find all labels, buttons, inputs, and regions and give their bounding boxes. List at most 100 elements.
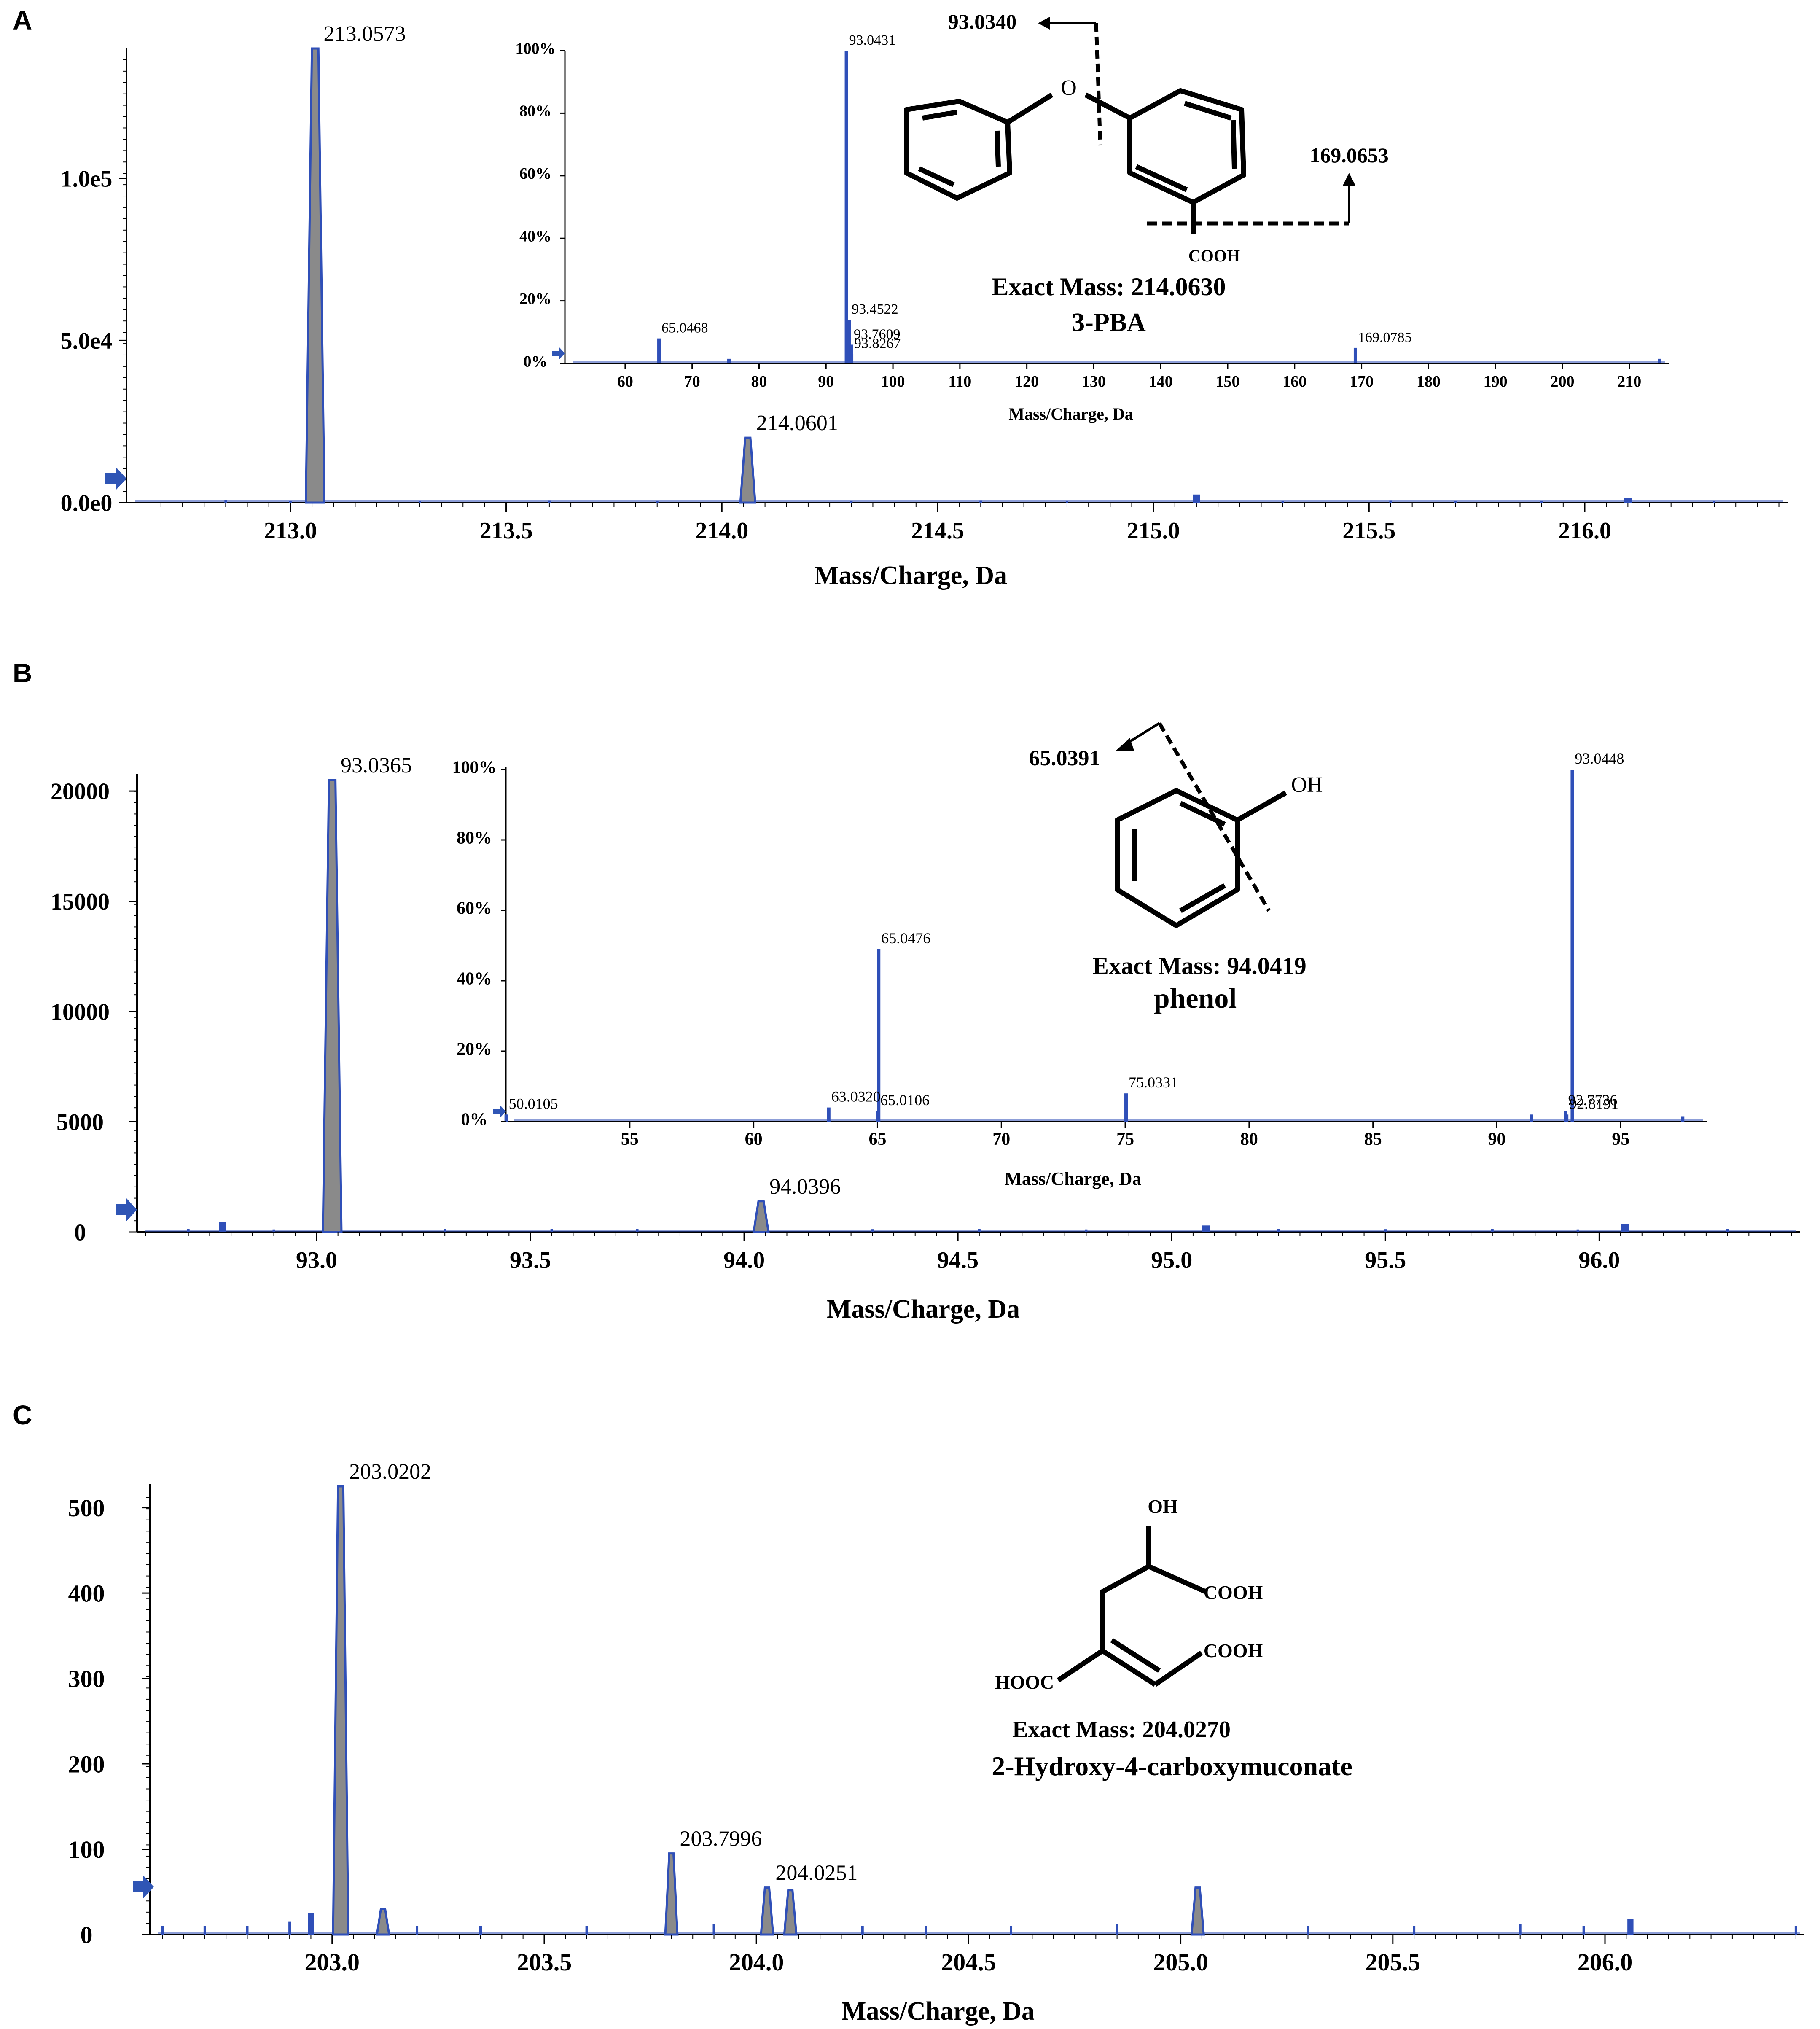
x-tick-label-inset-a-11: 170 (1350, 373, 1374, 390)
peak-label-inset-a-0: 65.0468 (661, 320, 708, 336)
peak-label-main-b-0: 93.0365 (341, 753, 412, 778)
x-tick-label-main-a-1: 213.5 (480, 518, 533, 544)
x-tick-label-inset-a-1: 70 (684, 373, 700, 390)
baseline-main-b (145, 1230, 1796, 1232)
noise-mark-main-c (1794, 1926, 1797, 1935)
x-tick-label-main-a-0: 213.0 (264, 518, 317, 544)
fragment-label-65: 65.0391 (1029, 746, 1100, 770)
peak-label-inset-b-3: 65.0106 (880, 1092, 930, 1109)
peak-inset-b-7 (1564, 1111, 1567, 1122)
peak-label-inset-b-6: 93.0448 (1575, 750, 1624, 767)
peak-inset-b-9 (1681, 1116, 1685, 1122)
x-axis-label-main-b: Mass/Charge, Da (827, 1295, 1020, 1324)
peak-label-main-a-0: 213.0573 (324, 22, 406, 46)
x-tick-label-main-a-3: 214.5 (911, 518, 964, 544)
peak-inset-b-3 (876, 1111, 880, 1122)
y-tick-label-inset-a-2: 40% (519, 228, 551, 245)
peak-inset-b-0 (504, 1114, 508, 1122)
y-tick-label-inset-b-0: 0% (461, 1110, 488, 1130)
y-tick-label-main-c-3: 300 (68, 1665, 105, 1693)
noise-mark-main-c (1413, 1926, 1416, 1935)
peak-inset-a-0 (657, 338, 661, 363)
noise-mark-main-c (161, 1926, 164, 1935)
y-tick-label-main-b-0: 0 (74, 1220, 86, 1246)
exact-mass-c: Exact Mass: 204.0270 (1012, 1717, 1231, 1743)
peak-label-inset-a-2: 93.4522 (852, 301, 898, 317)
main-spectrum-b: 93.0 93.5 94.0 94.5 95.0 95.5 96.0 0 5000 10000 15… (51, 753, 1800, 1324)
peak-main-c-4 (1190, 1886, 1205, 1936)
inset-baseline-arrow-a (552, 347, 565, 360)
peak-inset-a-6 (727, 358, 731, 363)
panel-a: A 213.0 213.5 214.0 214.5 215.0 215.5 216.0 0.0… (13, 5, 1788, 590)
y-tick-label-main-c-1: 100 (68, 1836, 105, 1863)
noise-mark-main-c (1519, 1924, 1522, 1935)
peak-label-main-c-1: 203.7996 (680, 1827, 762, 1851)
compound-name-b: phenol (1154, 982, 1237, 1014)
group-cooh-c1: COOH (1204, 1582, 1263, 1603)
x-tick-label-inset-a-4: 100 (881, 373, 905, 390)
noise-mark-main-c (416, 1926, 419, 1935)
y-tick-label-main-c-5: 500 (68, 1494, 105, 1522)
structure-3-pba (904, 88, 1246, 234)
y-tick-label-main-c-2: 200 (68, 1750, 105, 1778)
baseline-arrow-c (133, 1876, 154, 1898)
x-tick-label-main-b-4: 95.0 (1151, 1247, 1192, 1273)
x-tick-label-inset-b-7: 90 (1488, 1130, 1506, 1149)
y-tick-label-main-c-0: 0 (81, 1921, 93, 1948)
x-axis-label-main-a: Mass/Charge, Da (814, 561, 1007, 590)
x-tick-label-inset-a-14: 200 (1550, 373, 1574, 390)
x-axis-label-inset-b: Mass/Charge, Da (1004, 1168, 1141, 1189)
y-tick-label-inset-a-1: 20% (519, 290, 551, 308)
peak-main-b-2 (219, 1222, 226, 1232)
peak-inset-a-5 (1353, 347, 1357, 363)
peak-inset-a-7 (1658, 358, 1661, 363)
y-tick-label-main-b-2: 10000 (51, 999, 110, 1025)
main-spectrum-c: 203.0 203.5 204.0 204.5 205.0 205.5 206.0 0 100 2… (68, 1460, 1804, 2026)
x-tick-label-inset-a-9: 150 (1216, 373, 1240, 390)
peak-label-main-a-1: 214.0601 (756, 411, 839, 435)
peak-label-inset-b-1: 63.0320 (831, 1088, 881, 1105)
x-tick-label-inset-b-0: 55 (621, 1130, 639, 1149)
baseline-main-c (158, 1932, 1800, 1934)
x-tick-label-inset-a-5: 110 (948, 373, 971, 390)
x-tick-label-main-c-1: 203.5 (517, 1948, 572, 1976)
panel-b: B 93.0 93.5 94.0 94.5 95.0 95.5 96.0 0 5000 10000… (13, 658, 1800, 1324)
peak-label-inset-b-5: 92.8191 (1569, 1095, 1618, 1112)
noise-mark-main-c (203, 1926, 206, 1935)
peak-inset-b-6 (1570, 770, 1574, 1122)
peak-main-a-2 (1193, 494, 1200, 503)
y-tick-label-inset-a-4: 80% (519, 102, 551, 120)
peak-label-inset-b-4: 75.0331 (1129, 1074, 1178, 1091)
x-tick-label-inset-a-3: 90 (818, 373, 834, 390)
noise-mark-main-c (1307, 1926, 1309, 1935)
baseline-main-a (135, 500, 1783, 502)
noise-mark-main-c (1010, 1926, 1013, 1935)
x-tick-label-inset-a-2: 80 (751, 373, 767, 390)
group-cooh-a: COOH (1188, 246, 1240, 265)
noise-mark-main-c (585, 1926, 588, 1935)
peak-label-main-b-1: 94.0396 (769, 1175, 841, 1199)
x-tick-label-inset-a-0: 60 (617, 373, 633, 390)
group-cooh-c2: COOH (1204, 1640, 1263, 1661)
x-tick-label-main-b-5: 95.5 (1365, 1247, 1406, 1273)
x-tick-label-inset-a-12: 180 (1417, 373, 1441, 390)
x-tick-label-main-a-2: 214.0 (695, 518, 748, 544)
noise-mark-main-c (479, 1926, 482, 1935)
baseline-arrow-a (105, 467, 126, 490)
noise-mark-main-c (246, 1926, 249, 1935)
x-tick-label-inset-a-10: 160 (1282, 373, 1307, 390)
inset-spectrum-a: 60 70 80 90 100 110 120 130 140 150 160 170 180 190 20… (516, 32, 1669, 423)
x-tick-label-main-a-6: 216.0 (1558, 518, 1611, 544)
y-tick-label-inset-a-3: 60% (519, 165, 551, 183)
fragment-label-93: 93.0340 (948, 10, 1017, 33)
y-tick-label-main-a-0: 0.0e0 (61, 490, 113, 517)
compound-name-c: 2-Hydroxy-4-carboxymuconate (992, 1751, 1352, 1781)
y-tick-label-inset-a-0: 0% (524, 353, 548, 370)
x-tick-label-inset-b-5: 80 (1240, 1130, 1258, 1149)
x-tick-label-main-a-4: 215.0 (1127, 518, 1180, 544)
compound-name-a: 3-PBA (1072, 308, 1146, 337)
peak-inset-b-4 (1124, 1093, 1128, 1122)
peak-main-b-0 (322, 779, 343, 1233)
main-spectrum-a: 213.0 213.5 214.0 214.5 215.0 215.5 216.0 0.0e0… (61, 22, 1788, 590)
